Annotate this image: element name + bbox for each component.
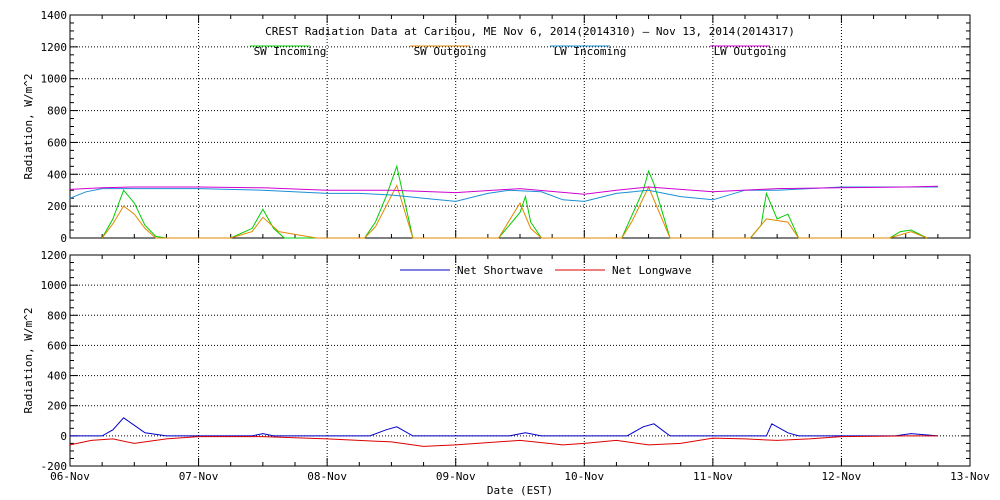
chart-title: CREST Radiation Data at Caribou, ME Nov …: [265, 25, 795, 38]
y-tick-label: 800: [47, 105, 67, 118]
legend-label: Net Longwave: [612, 264, 691, 277]
y-tick-label: -200: [41, 460, 68, 473]
y-tick-label: 1000: [41, 279, 68, 292]
y-tick-label: 600: [47, 136, 67, 149]
plot-frame-1: [69, 14, 971, 239]
y-tick-label: 0: [60, 430, 67, 443]
y-tick-label: 1400: [41, 9, 68, 22]
y-tick-label: 400: [47, 370, 67, 383]
series-line-sw-outgoing: [101, 184, 928, 239]
y-tick-label: 200: [47, 200, 67, 213]
plot-frame-2: [69, 254, 971, 467]
y-axis-label: Radiation, W/m^2: [22, 308, 35, 414]
x-tick-label: 07-Nov: [179, 470, 219, 483]
x-tick-label: 06-Nov: [50, 470, 90, 483]
y-tick-label: 200: [47, 400, 67, 413]
y-tick-label: 1200: [41, 41, 68, 54]
x-tick-label: 11-Nov: [693, 470, 733, 483]
legend-label: LW Outgoing: [714, 45, 787, 58]
series-line-lw-outgoing: [69, 185, 938, 195]
x-tick-label: 09-Nov: [436, 470, 476, 483]
y-axis-label: Radiation, W/m^2: [22, 74, 35, 180]
series-line-sw-incoming: [101, 164, 928, 239]
x-tick-label: 08-Nov: [307, 470, 347, 483]
x-axis-label: Date (EST): [487, 484, 553, 497]
series-line-net-shortwave: [70, 417, 938, 437]
y-tick-label: 1200: [41, 249, 68, 262]
legend-label: SW Outgoing: [414, 45, 487, 58]
x-tick-label: 12-Nov: [822, 470, 862, 483]
legend-label: Net Shortwave: [457, 264, 543, 277]
x-tick-label: 10-Nov: [564, 470, 604, 483]
legend-label: LW Incoming: [554, 45, 627, 58]
series-line-lw-incoming: [69, 186, 938, 202]
legend-label: SW Incoming: [254, 45, 327, 58]
x-tick-label: 13-Nov: [950, 470, 990, 483]
y-tick-label: 1000: [41, 73, 68, 86]
y-tick-label: 400: [47, 168, 67, 181]
y-tick-label: 800: [47, 309, 67, 322]
y-tick-label: 600: [47, 339, 67, 352]
y-tick-label: 0: [60, 232, 67, 245]
series-line-net-longwave: [69, 435, 938, 447]
